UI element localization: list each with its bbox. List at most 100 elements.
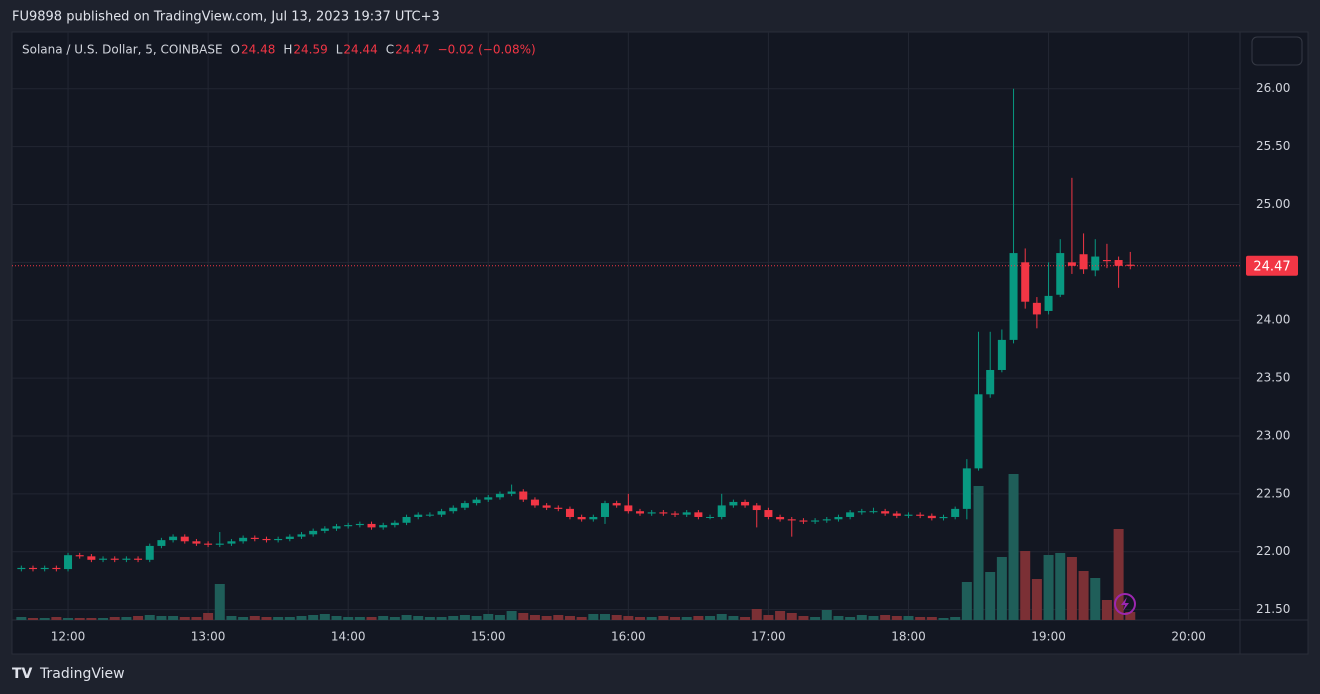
volume-bar <box>74 618 85 620</box>
volume-bar <box>86 618 97 620</box>
volume-bar <box>389 617 400 620</box>
candle-body <box>892 513 901 516</box>
candle-body <box>379 525 388 528</box>
volume-bar <box>354 617 365 620</box>
volume-bar <box>716 614 727 620</box>
volume-bar <box>985 572 996 620</box>
volume-bar <box>191 617 202 620</box>
volume-bar <box>296 616 307 620</box>
volume-bar <box>856 615 867 620</box>
candle-body <box>239 537 248 542</box>
volume-bar <box>833 616 844 620</box>
footer: TradingView <box>39 666 125 682</box>
candle-body <box>180 536 189 542</box>
candle-body <box>40 567 49 570</box>
y-tick-label: 22.00 <box>1256 544 1290 558</box>
candle-body <box>811 520 820 522</box>
legend-value: 24.47 <box>395 43 429 57</box>
candle-body <box>484 497 493 500</box>
volume-bar <box>728 616 739 620</box>
candle-body <box>741 501 750 506</box>
candle-body <box>309 530 318 535</box>
volume-bar <box>51 617 62 620</box>
candle-body <box>659 512 668 514</box>
y-tick-label: 26.00 <box>1256 81 1290 95</box>
candle-body <box>986 369 995 395</box>
candles <box>17 88 1135 572</box>
candle-body <box>542 505 551 508</box>
volume-bar <box>611 615 622 620</box>
candle-body <box>29 567 38 570</box>
volume-bar <box>1125 612 1136 620</box>
candle-body <box>472 499 481 504</box>
volume-bar <box>996 557 1007 620</box>
volume-bar <box>448 616 459 620</box>
volume-bar <box>740 617 751 620</box>
legend-label: C <box>386 43 394 57</box>
logo-mark: TV <box>12 666 33 682</box>
legend-title: Solana / U.S. Dollar, 5, COINBASE <box>22 43 223 57</box>
lightning-symbol <box>1121 597 1129 611</box>
volume-bar <box>179 617 190 620</box>
legend-label: H <box>283 43 292 57</box>
volume-bar <box>1020 551 1031 620</box>
candle-body <box>495 493 504 498</box>
volume-bar <box>273 617 284 620</box>
candle-body <box>636 511 645 514</box>
volume-bar <box>168 616 179 620</box>
header: FU9898 published on TradingView.com, Jul… <box>12 10 440 25</box>
volume-bar <box>494 615 505 620</box>
lightning-icon[interactable] <box>1114 593 1136 615</box>
candle-body <box>449 507 458 512</box>
volume-bar <box>751 609 762 620</box>
volume-bar <box>938 618 949 620</box>
candle-body <box>157 540 166 546</box>
volume <box>16 474 1136 620</box>
volume-bar <box>775 611 786 620</box>
candle-body <box>694 512 703 517</box>
candle-body <box>332 526 341 529</box>
volume-bar <box>693 616 704 620</box>
volume-bar <box>284 617 295 620</box>
candle-body <box>881 511 890 514</box>
volume-bar <box>821 610 832 620</box>
candle-body <box>962 468 971 509</box>
volume-bar <box>763 615 774 620</box>
menu-button[interactable] <box>1251 36 1303 66</box>
candle-body <box>916 514 925 516</box>
volume-bar <box>845 617 856 620</box>
volume-bar <box>401 615 412 620</box>
x-tick-label: 15:00 <box>471 630 506 644</box>
volume-bar <box>1066 557 1077 620</box>
volume-bar <box>343 617 354 620</box>
volume-bar <box>564 616 575 620</box>
volume-bar <box>529 615 540 620</box>
candle-body <box>624 505 633 512</box>
legend-label: O <box>231 43 240 57</box>
candle-body <box>530 499 539 506</box>
candle-body <box>204 543 213 545</box>
candle-body <box>846 512 855 517</box>
volume-bar <box>1008 474 1019 620</box>
volume-bar <box>541 616 552 620</box>
candle-body <box>1056 253 1065 295</box>
volume-bar <box>238 617 249 620</box>
candle-body <box>951 508 960 517</box>
volume-bar <box>599 614 610 620</box>
x-tick-label: 18:00 <box>891 630 926 644</box>
volume-bar <box>646 617 657 620</box>
candle-body <box>1114 260 1123 266</box>
y-tick-label: 24.00 <box>1256 313 1290 327</box>
volume-bar <box>413 616 424 620</box>
legend-value: 24.44 <box>343 43 377 57</box>
volume-bar <box>459 615 470 620</box>
candle-body <box>192 541 201 544</box>
volume-bar <box>1078 571 1089 620</box>
volume-bar <box>868 616 879 620</box>
candle-body <box>122 558 131 560</box>
y-tick-label: 25.00 <box>1256 197 1290 211</box>
volume-bar <box>926 617 937 620</box>
candle-body <box>939 516 948 519</box>
volume-bar <box>121 617 132 620</box>
